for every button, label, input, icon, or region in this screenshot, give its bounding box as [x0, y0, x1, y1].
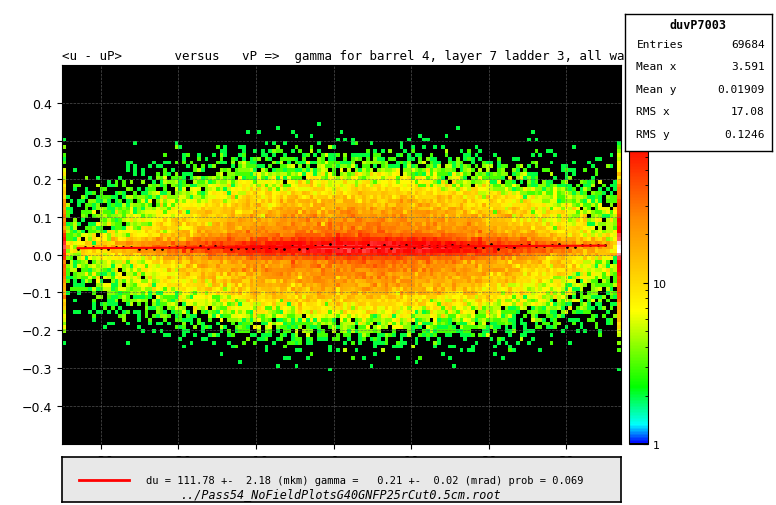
Text: Entries: Entries [636, 40, 684, 49]
Text: 17.08: 17.08 [731, 107, 765, 117]
Text: 3.591: 3.591 [731, 62, 765, 72]
Text: <u - uP>       versus   vP =>  gamma for barrel 4, layer 7 ladder 3, all wafers: <u - uP> versus vP => gamma for barrel 4… [62, 50, 655, 63]
Text: 69684: 69684 [731, 40, 765, 49]
Text: duvP7003: duvP7003 [670, 19, 727, 32]
Text: 0.1246: 0.1246 [724, 130, 765, 140]
Text: RMS y: RMS y [636, 130, 670, 140]
Text: Mean y: Mean y [636, 85, 677, 94]
Text: ../Pass54_NoFieldPlotsG40GNFP25rCut0.5cm.root: ../Pass54_NoFieldPlotsG40GNFP25rCut0.5cm… [181, 487, 502, 500]
Text: Mean x: Mean x [636, 62, 677, 72]
Text: RMS x: RMS x [636, 107, 670, 117]
Text: 0.01909: 0.01909 [718, 85, 765, 94]
Text: du = 111.78 +-  2.18 (mkm) gamma =   0.21 +-  0.02 (mrad) prob = 0.069: du = 111.78 +- 2.18 (mkm) gamma = 0.21 +… [146, 475, 584, 485]
